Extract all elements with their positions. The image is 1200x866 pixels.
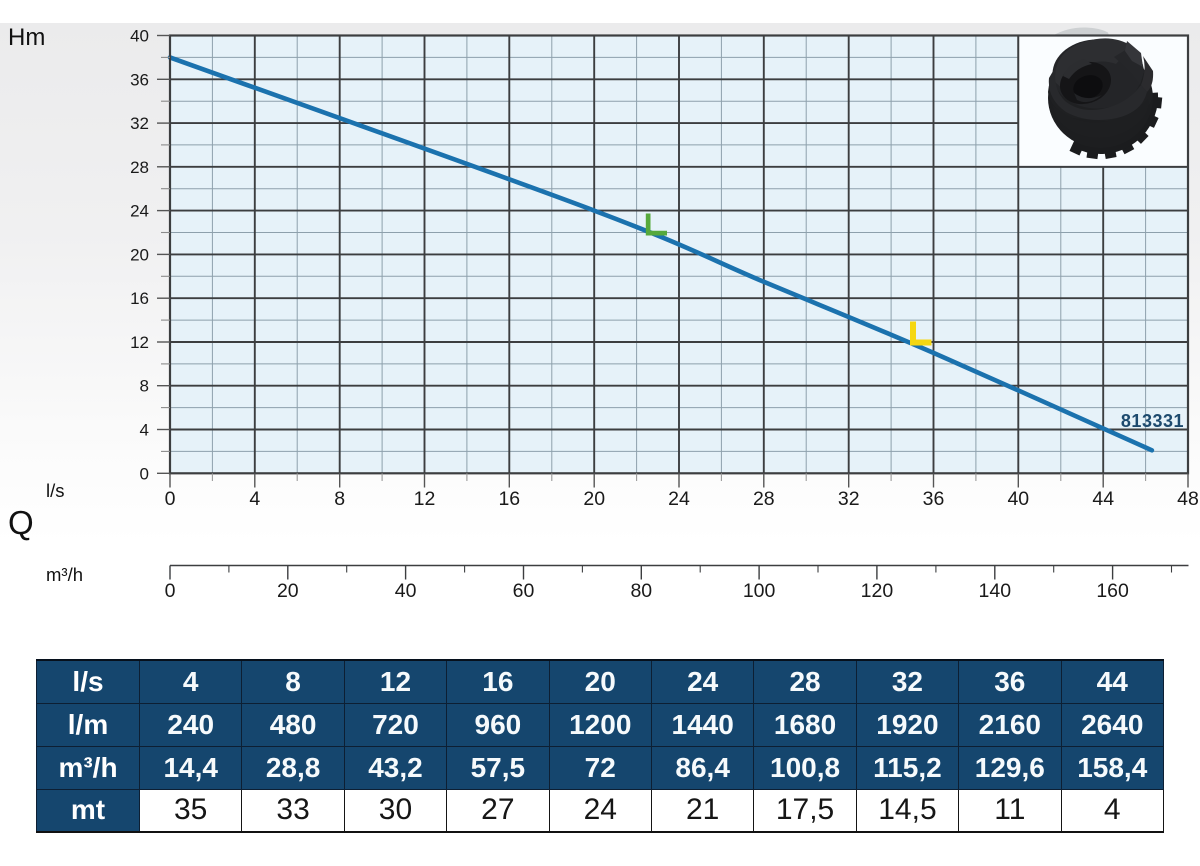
svg-text:140: 140 bbox=[979, 580, 1012, 602]
svg-text:20: 20 bbox=[130, 245, 149, 264]
svg-text:16: 16 bbox=[498, 488, 520, 510]
svg-text:12: 12 bbox=[130, 333, 149, 352]
svg-text:32: 32 bbox=[838, 488, 860, 510]
svg-text:Hm: Hm bbox=[8, 24, 45, 51]
svg-text:Q: Q bbox=[8, 504, 34, 541]
svg-text:12: 12 bbox=[414, 488, 436, 510]
svg-text:48: 48 bbox=[1177, 488, 1199, 510]
svg-text:24: 24 bbox=[130, 202, 149, 221]
svg-text:m³/h: m³/h bbox=[46, 564, 83, 585]
svg-text:44: 44 bbox=[1092, 488, 1114, 510]
svg-text:40: 40 bbox=[130, 27, 149, 46]
svg-text:813331: 813331 bbox=[1121, 411, 1184, 431]
svg-text:0: 0 bbox=[165, 580, 176, 602]
svg-text:80: 80 bbox=[630, 580, 652, 602]
svg-text:l/s: l/s bbox=[46, 480, 65, 501]
svg-text:0: 0 bbox=[140, 464, 149, 483]
svg-text:36: 36 bbox=[130, 70, 149, 89]
svg-text:24: 24 bbox=[668, 488, 690, 510]
svg-text:8: 8 bbox=[334, 488, 345, 510]
svg-text:40: 40 bbox=[395, 580, 417, 602]
svg-text:20: 20 bbox=[583, 488, 605, 510]
svg-text:28: 28 bbox=[753, 488, 775, 510]
svg-text:120: 120 bbox=[861, 580, 894, 602]
svg-text:0: 0 bbox=[165, 488, 176, 510]
svg-text:8: 8 bbox=[140, 377, 149, 396]
svg-text:16: 16 bbox=[130, 289, 149, 308]
svg-text:40: 40 bbox=[1007, 488, 1029, 510]
svg-text:100: 100 bbox=[743, 580, 776, 602]
svg-text:32: 32 bbox=[130, 114, 149, 133]
svg-text:4: 4 bbox=[249, 488, 260, 510]
svg-text:36: 36 bbox=[923, 488, 945, 510]
svg-text:160: 160 bbox=[1096, 580, 1129, 602]
svg-text:4: 4 bbox=[140, 421, 149, 440]
svg-text:20: 20 bbox=[277, 580, 299, 602]
svg-text:28: 28 bbox=[130, 158, 149, 177]
svg-text:60: 60 bbox=[513, 580, 535, 602]
